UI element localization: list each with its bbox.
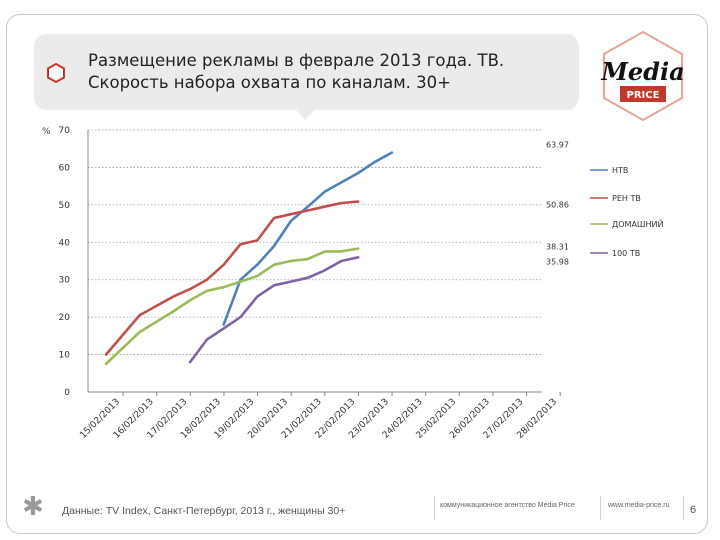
footer-agency: коммуникационное агентство Media Price: [440, 502, 575, 509]
chart-end-labels: 63.97 50.86 38.31 35.98: [546, 141, 569, 267]
logo-word: Media: [600, 57, 684, 86]
logo-badge: [620, 86, 666, 102]
title-banner-pointer: [296, 110, 314, 120]
footer-divider: [600, 496, 601, 520]
series-line: [188, 255, 360, 364]
y-tick-label: 50: [59, 201, 71, 211]
series-line: [104, 247, 360, 366]
legend-label: ДОМАШНИЙ: [612, 218, 663, 229]
y-tick-label: 30: [59, 276, 71, 286]
legend-label: НТВ: [612, 166, 628, 175]
hexagon-icon: [47, 62, 65, 84]
y-tick-label: 10: [59, 351, 71, 361]
data-label: 38.31: [546, 243, 569, 252]
y-tick-label: 40: [59, 238, 71, 248]
footer-divider: [434, 496, 435, 520]
chart-axes: 010203040506070%15/02/201316/02/201317/0…: [42, 126, 561, 441]
legend-label: РЕН ТВ: [612, 194, 641, 203]
chart-legend: НТВ РЕН ТВ ДОМАШНИЙ 100 ТВ: [590, 166, 663, 258]
y-tick-label: 0: [64, 388, 70, 398]
series-line: [104, 200, 360, 356]
data-label: 35.98: [546, 257, 569, 266]
media-price-logo: Media PRICE: [600, 30, 685, 122]
slide-title-line-1: Размещение рекламы в феврале 2013 года. …: [88, 51, 505, 70]
footer-divider: [683, 496, 684, 520]
legend-label: 100 ТВ: [612, 249, 640, 258]
asterisk-icon: ✱: [22, 492, 44, 522]
slide-title-line-2: Скорость набора охвата по каналам. 30+: [88, 73, 451, 92]
y-tick-label: 20: [59, 313, 71, 323]
page-number: 6: [690, 504, 697, 516]
data-label: 50.86: [546, 201, 569, 210]
chart-grid: [88, 129, 542, 355]
chart-series: [104, 151, 394, 366]
y-tick-label: 70: [59, 126, 71, 136]
data-label: 63.97: [546, 141, 569, 150]
slide-title: Размещение рекламы в феврале 2013 года. …: [88, 50, 568, 94]
logo-sub: PRICE: [627, 90, 660, 101]
footer-url[interactable]: www.media-price.ru: [608, 502, 670, 509]
series-line: [222, 151, 394, 326]
y-axis-label: %: [42, 127, 51, 137]
footer-source: Данные: TV Index, Санкт-Петербург, 2013 …: [62, 505, 346, 517]
title-banner: [34, 34, 579, 110]
y-tick-label: 60: [59, 163, 71, 173]
